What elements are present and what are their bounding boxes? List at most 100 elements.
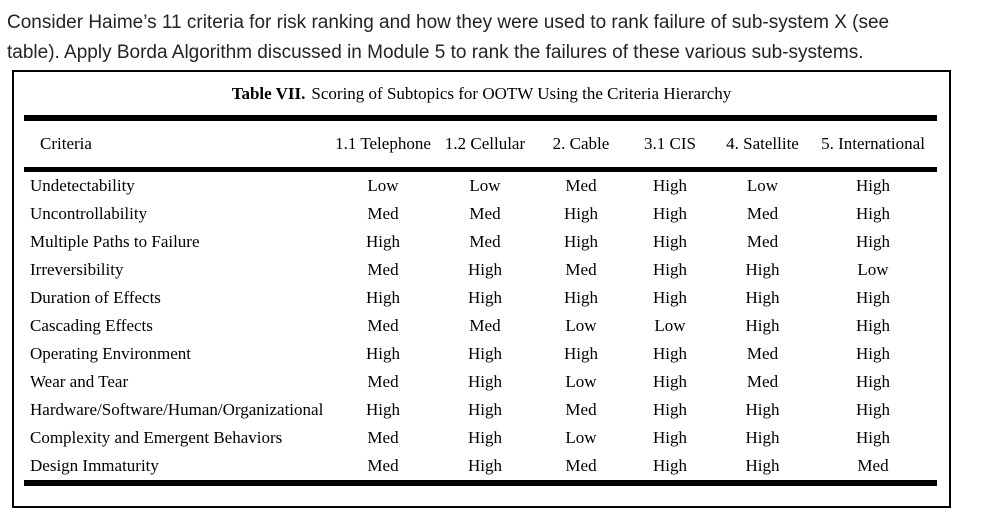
rating-cell: Med (857, 456, 889, 475)
rating-cell: Low (654, 316, 686, 335)
rating-cell: High (653, 456, 687, 475)
table-row: Operating Environment High High High High Med… (24, 340, 937, 368)
table-title-label: Table VII. (231, 83, 306, 103)
rating-cell: Med (565, 456, 597, 475)
rating-cell: High (564, 288, 598, 307)
rating-cell: High (745, 288, 780, 307)
table-row: Hardware/Software/Human/Organizational Hi… (24, 396, 937, 424)
criteria-cell: Complexity and Emergent Behaviors (30, 428, 283, 447)
table-body: Undetectability Low Low Med High Low High Uncon… (24, 170, 937, 483)
question-line-2: table). Apply Borda Algorithm discussed … (7, 42, 864, 63)
criteria-cell: Cascading Effects (30, 316, 153, 335)
rating-cell: Med (565, 400, 597, 419)
rating-cell: High (745, 260, 780, 279)
rating-cell: High (366, 288, 400, 307)
rating-cell: High (468, 260, 502, 279)
criteria-cell: Duration of Effects (30, 288, 161, 307)
criteria-cell: Multiple Paths to Failure (30, 232, 200, 251)
rating-cell: High (653, 260, 687, 279)
rating-cell: High (653, 288, 687, 307)
rating-cell: High (745, 400, 780, 419)
rating-cell: High (468, 428, 502, 447)
rating-cell: High (564, 204, 598, 223)
table-row: Design Immaturity Med High Med High High Med (24, 452, 937, 483)
table-row: Cascading Effects Med Med Low Low High High (24, 312, 937, 340)
rating-cell: High (468, 456, 502, 475)
criteria-cell: Design Immaturity (30, 456, 159, 475)
criteria-cell: Wear and Tear (30, 372, 129, 391)
table-row: Complexity and Emergent Behaviors Med High… (24, 424, 937, 452)
rating-cell: High (653, 428, 687, 447)
rating-cell: Med (746, 232, 779, 251)
rating-cell: Low (565, 316, 597, 335)
question-line-1: Consider Haime’s 11 criteria for risk ra… (7, 12, 890, 33)
table-title: Table VII. Scoring of Subtopics for OOTW… (14, 72, 949, 115)
scoring-table: Criteria 1.1 Telephone 1.2 Cellular 2. Cabl… (24, 115, 937, 486)
rating-cell: Low (857, 260, 889, 279)
table-row: Duration of Effects High High High High High H… (24, 284, 937, 312)
table-row: Wear and Tear Med High Low High Med High (24, 368, 937, 396)
rating-cell: Low (746, 176, 779, 195)
rating-cell: High (856, 344, 890, 363)
rating-cell: High (856, 372, 890, 391)
rating-cell: High (564, 344, 598, 363)
column-header: 5. International (821, 134, 925, 153)
table-header: Criteria 1.1 Telephone 1.2 Cellular 2. Cabl… (24, 118, 937, 170)
column-header: 4. Satellite (726, 134, 799, 153)
rating-cell: Med (367, 204, 399, 223)
rating-cell: High (653, 176, 687, 195)
rating-cell: High (745, 428, 780, 447)
rating-cell: Med (565, 176, 597, 195)
rating-cell: Med (367, 316, 399, 335)
table-vii-box: Table VII. Scoring of Subtopics for OOTW… (12, 70, 951, 508)
rating-cell: Low (469, 176, 501, 195)
rating-cell: Med (469, 204, 501, 223)
rating-cell: High (653, 372, 687, 391)
rating-cell: High (653, 344, 687, 363)
rating-cell: High (564, 232, 598, 251)
rating-cell: Med (367, 428, 399, 447)
rating-cell: Med (746, 372, 779, 391)
table-row: Irreversibility Med High Med High High Low (24, 256, 937, 284)
column-header: 1.2 Cellular (444, 134, 526, 153)
rating-cell: Med (746, 344, 779, 363)
rating-cell: High (366, 232, 400, 251)
table-header-row: Criteria 1.1 Telephone 1.2 Cellular 2. Cabl… (24, 118, 937, 170)
rating-cell: Med (469, 316, 501, 335)
rating-cell: Low (565, 428, 597, 447)
rating-cell: Med (367, 456, 399, 475)
rating-cell: Med (469, 232, 501, 251)
criteria-cell: Undetectability (30, 176, 135, 195)
rating-cell: Med (367, 260, 399, 279)
rating-cell: High (468, 400, 502, 419)
rating-cell: High (653, 232, 687, 251)
criteria-cell: Uncontrollability (30, 204, 148, 223)
rating-cell: High (856, 428, 890, 447)
rating-cell: Med (565, 260, 597, 279)
rating-cell: Med (746, 204, 779, 223)
table-title-text: Scoring of Subtopics for OOTW Using the … (311, 83, 732, 103)
rating-cell: Low (565, 372, 597, 391)
column-header: 3.1 CIS (644, 134, 696, 153)
rating-cell: Med (367, 372, 399, 391)
rating-cell: High (653, 204, 687, 223)
rating-cell: High (366, 400, 400, 419)
page: Consider Haime’s 11 criteria for risk ra… (0, 8, 1006, 527)
rating-cell: High (856, 204, 890, 223)
rating-cell: High (856, 232, 890, 251)
rating-cell: High (366, 344, 400, 363)
column-header-criteria: Criteria (40, 134, 92, 153)
table-row: Undetectability Low Low Med High Low High (24, 170, 937, 201)
criteria-cell: Hardware/Software/Human/Organizational (30, 400, 324, 419)
column-header: 2. Cable (552, 134, 610, 153)
question-text: Consider Haime’s 11 criteria for risk ra… (7, 8, 997, 68)
rating-cell: High (745, 316, 780, 335)
rating-cell: High (468, 288, 502, 307)
column-header: 1.1 Telephone (335, 134, 431, 153)
rating-cell: High (468, 344, 502, 363)
criteria-cell: Irreversibility (30, 260, 124, 279)
rating-cell: High (856, 176, 890, 195)
rating-cell: High (856, 288, 890, 307)
rating-cell: High (745, 456, 780, 475)
rating-cell: High (856, 316, 890, 335)
